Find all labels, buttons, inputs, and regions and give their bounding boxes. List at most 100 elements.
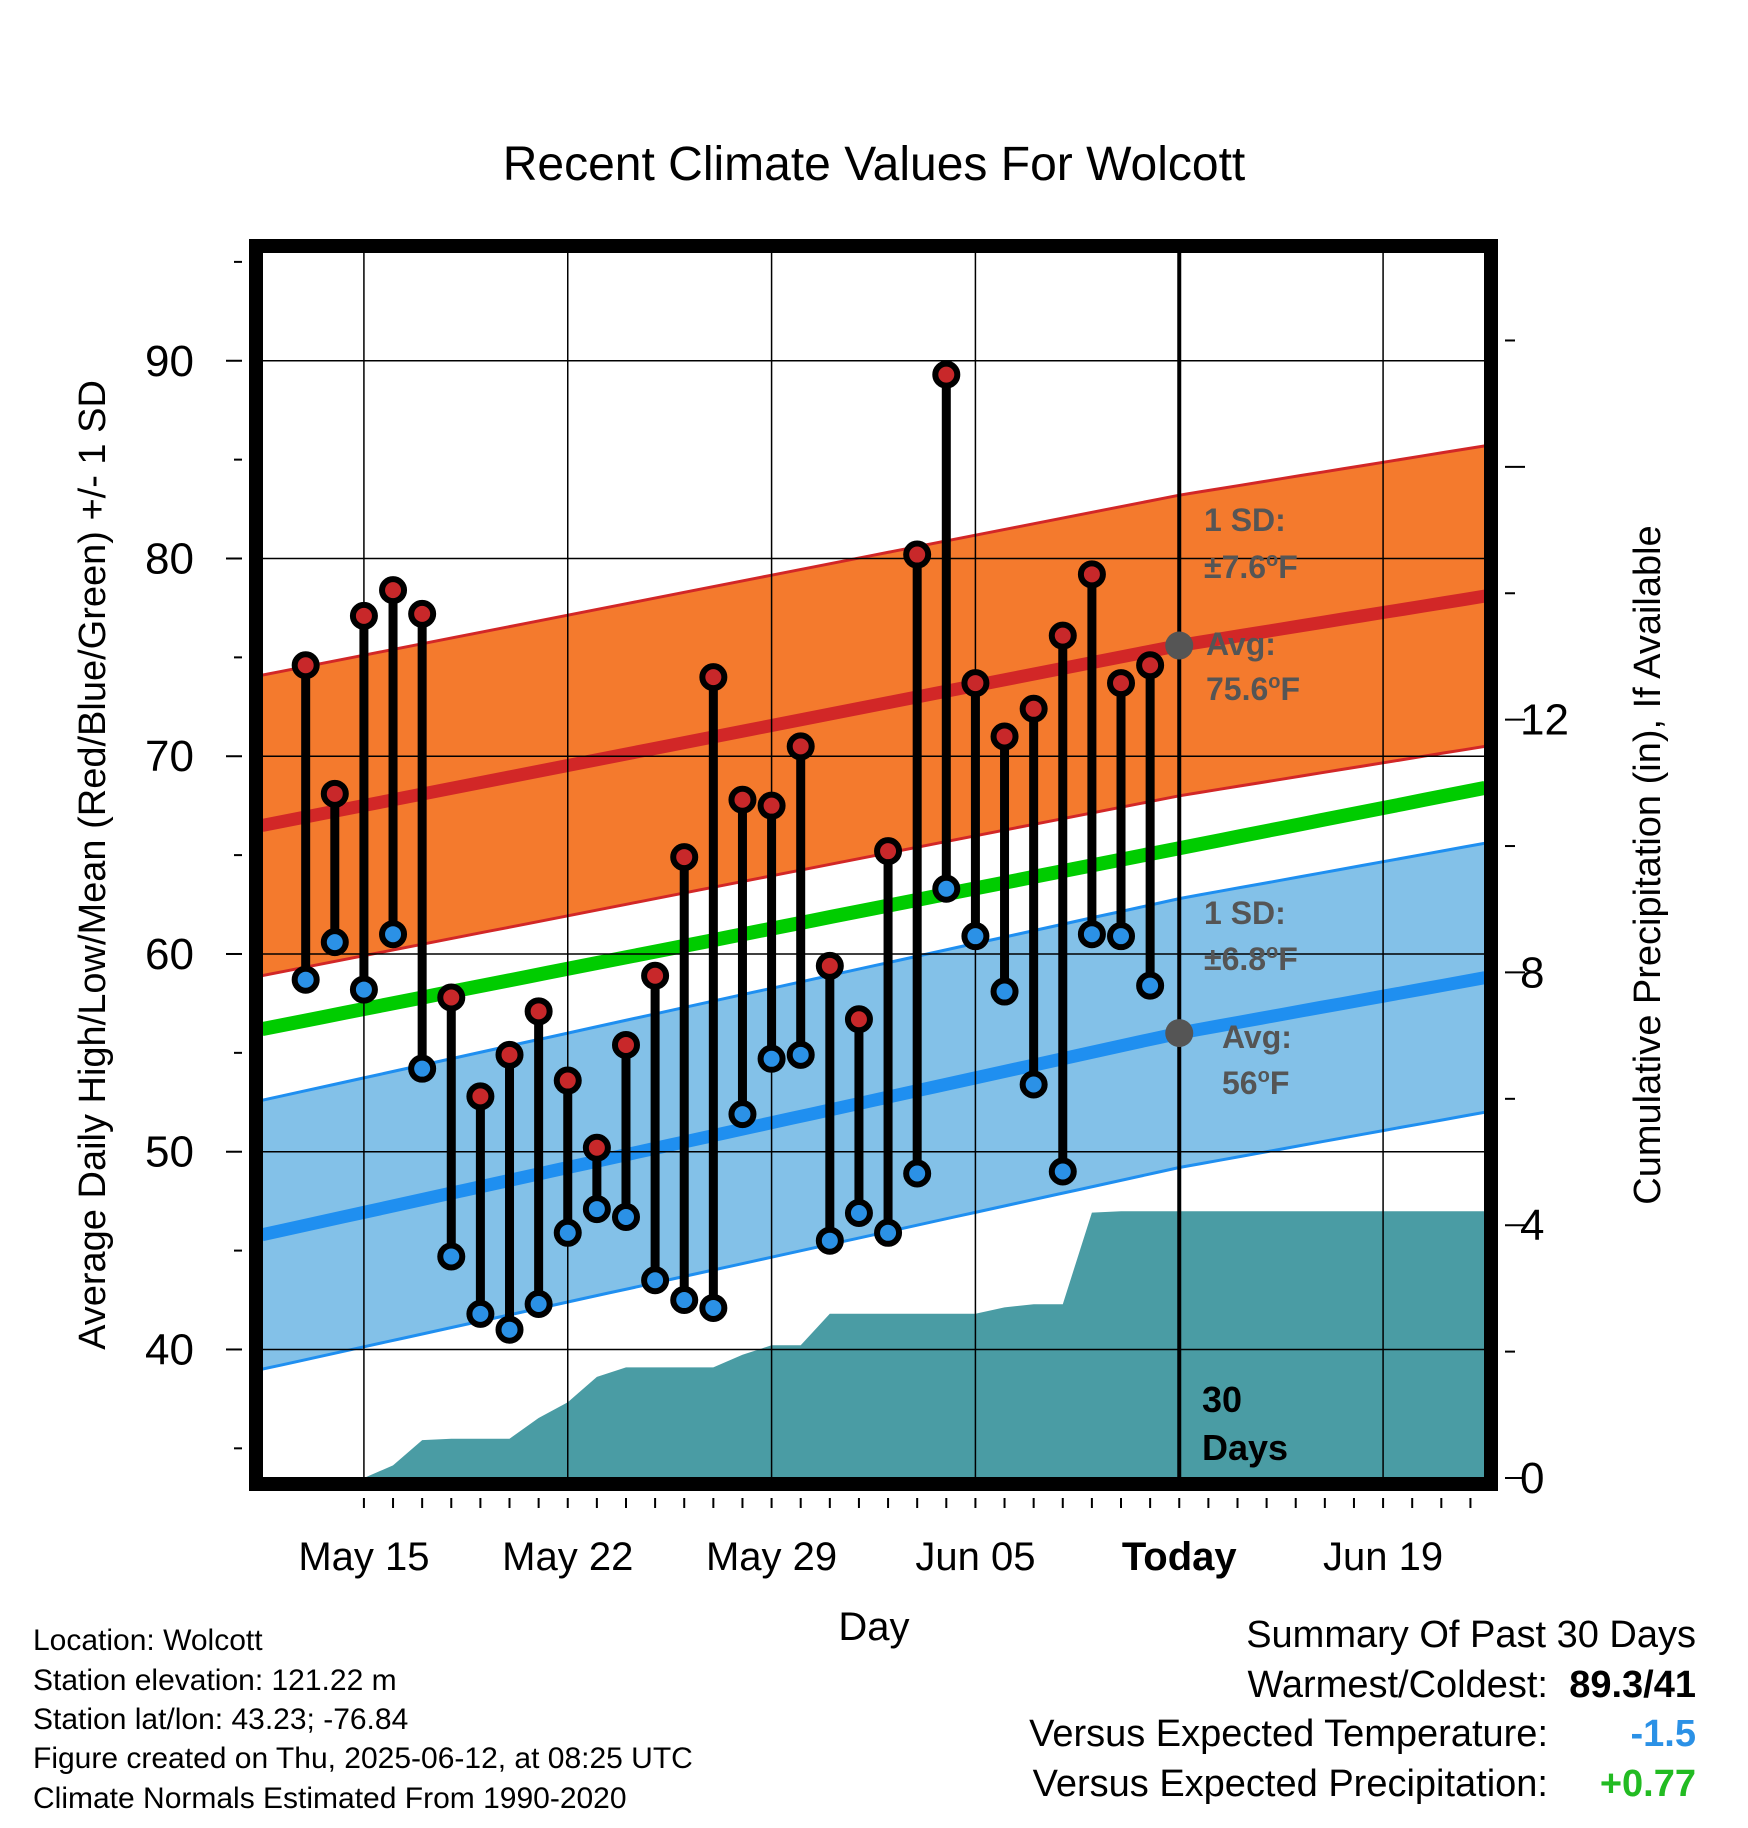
daily-high-point — [670, 843, 699, 872]
daily-low-point — [379, 920, 408, 949]
daily-low-point — [1136, 971, 1165, 1000]
low-sd-lower-edge — [262, 1110, 1485, 1371]
warmest-value: 89.3/41 — [1569, 1664, 1696, 1706]
daily-low-point — [524, 1289, 553, 1318]
y-axis-label: Average Daily High/Low/Mean (Red/Blue/Gr… — [72, 380, 114, 1350]
low-sd-upper-edge — [262, 841, 1485, 1102]
y-tick-label: 40 — [145, 1325, 194, 1374]
low-avg-value-label: 56oF — [1222, 1065, 1289, 1101]
daily-high-point — [1019, 694, 1048, 723]
daily-low-point — [728, 1100, 757, 1129]
low-sd-value-label: ±6.8oF — [1204, 941, 1298, 977]
y2-tick-label: 4 — [1520, 1201, 1544, 1250]
daily-high-point — [990, 722, 1019, 751]
low-avg-title-label: Avg: — [1222, 1019, 1292, 1055]
daily-high-point — [932, 360, 961, 389]
daily-low-point — [903, 1159, 932, 1188]
daily-high-point — [320, 779, 349, 808]
daily-high-point — [437, 983, 466, 1012]
daily-high-point — [349, 601, 378, 630]
daily-low-point — [1019, 1070, 1048, 1099]
x-tick-label: May 15 — [298, 1535, 429, 1579]
daily-high-point — [291, 651, 320, 680]
chart-title: Recent Climate Values For Wolcott — [503, 138, 1246, 191]
high-avg-value-label: 75.6oF — [1206, 671, 1300, 707]
daily-low-point — [961, 922, 990, 951]
created-text: Figure created on Thu, 2025-06-12, at 08… — [33, 1742, 693, 1775]
daily-low-point — [611, 1202, 640, 1231]
daily-high-point — [1048, 621, 1077, 650]
daily-low-point — [1048, 1157, 1077, 1186]
precip-vs-expected-label: Versus Expected Precipitation: — [1032, 1763, 1548, 1805]
daily-low-point — [699, 1293, 728, 1322]
x-axis-label: Day — [838, 1605, 909, 1649]
today-span-label-line1: 30 — [1202, 1379, 1242, 1420]
y2-tick-label: 8 — [1520, 948, 1544, 997]
daily-high-point — [641, 961, 670, 990]
daily-low-point — [932, 874, 961, 903]
plot-frame — [249, 239, 1498, 1491]
daily-high-point — [699, 663, 728, 692]
y2-axis-label: Cumulative Precipitation (in), If Availa… — [1627, 525, 1669, 1204]
daily-low-point — [815, 1226, 844, 1255]
high-sd-title-label: 1 SD: — [1204, 502, 1286, 538]
daily-high-point — [961, 669, 990, 698]
daily-high-point — [495, 1040, 524, 1069]
x-tick-label: Jun 19 — [1323, 1535, 1443, 1579]
daily-high-point — [1136, 651, 1165, 680]
daily-low-point — [495, 1315, 524, 1344]
daily-low-point — [466, 1299, 495, 1328]
high-avg-title-label: Avg: — [1206, 626, 1276, 662]
normals-text: Climate Normals Estimated From 1990-2020 — [33, 1782, 627, 1815]
normal-high-line — [262, 589, 1485, 832]
today-span-label-line2: Days — [1202, 1427, 1288, 1468]
today-low-normal-marker — [1165, 1019, 1194, 1048]
daily-low-point — [408, 1054, 437, 1083]
daily-high-point — [1107, 669, 1136, 698]
y2-tick-label: 0 — [1520, 1454, 1544, 1503]
daily-low-point — [320, 928, 349, 957]
y-tick-label: 50 — [145, 1128, 194, 1177]
daily-high-point — [379, 576, 408, 605]
daily-high-point — [524, 997, 553, 1026]
daily-high-point — [844, 1005, 873, 1034]
y2-tick-label: 12 — [1520, 696, 1569, 745]
daily-low-point — [757, 1044, 786, 1073]
daily-low-point — [786, 1040, 815, 1069]
daily-low-point — [874, 1218, 903, 1247]
x-tick-label: May 22 — [502, 1535, 633, 1579]
temp-vs-expected-value: -1.5 — [1630, 1713, 1696, 1755]
daily-low-point — [349, 975, 378, 1004]
y-tick-label: 80 — [145, 535, 194, 584]
precip-vs-expected-value: +0.77 — [1599, 1763, 1696, 1805]
plot-area — [262, 252, 1485, 1478]
daily-low-point — [437, 1242, 466, 1271]
daily-high-point — [611, 1030, 640, 1059]
daily-high-point — [815, 951, 844, 980]
y-tick-label: 70 — [145, 732, 194, 781]
daily-high-point — [903, 540, 932, 569]
normal-low-line — [262, 971, 1485, 1242]
elevation-text: Station elevation: 121.22 m — [33, 1664, 397, 1697]
daily-low-point — [582, 1195, 611, 1224]
y-tick-label: 90 — [145, 337, 194, 386]
daily-low-point — [553, 1218, 582, 1247]
daily-low-point — [844, 1199, 873, 1228]
daily-low-point — [641, 1266, 670, 1295]
daily-low-point — [990, 977, 1019, 1006]
daily-high-point — [408, 599, 437, 628]
daily-high-point — [553, 1066, 582, 1095]
daily-high-point — [728, 785, 757, 814]
daily-high-point — [466, 1082, 495, 1111]
high-sd-upper-edge — [262, 444, 1485, 677]
x-tick-label: Jun 05 — [915, 1535, 1035, 1579]
daily-high-point — [874, 837, 903, 866]
latlon-text: Station lat/lon: 43.23; -76.84 — [33, 1703, 409, 1736]
daily-low-point — [1107, 922, 1136, 951]
daily-low-point — [670, 1286, 699, 1315]
x-tick-label: May 29 — [706, 1535, 837, 1579]
normal-mean-line — [262, 781, 1485, 1036]
warmest-label: Warmest/Coldest: — [1247, 1664, 1548, 1706]
high-sd-lower-edge — [262, 744, 1485, 978]
